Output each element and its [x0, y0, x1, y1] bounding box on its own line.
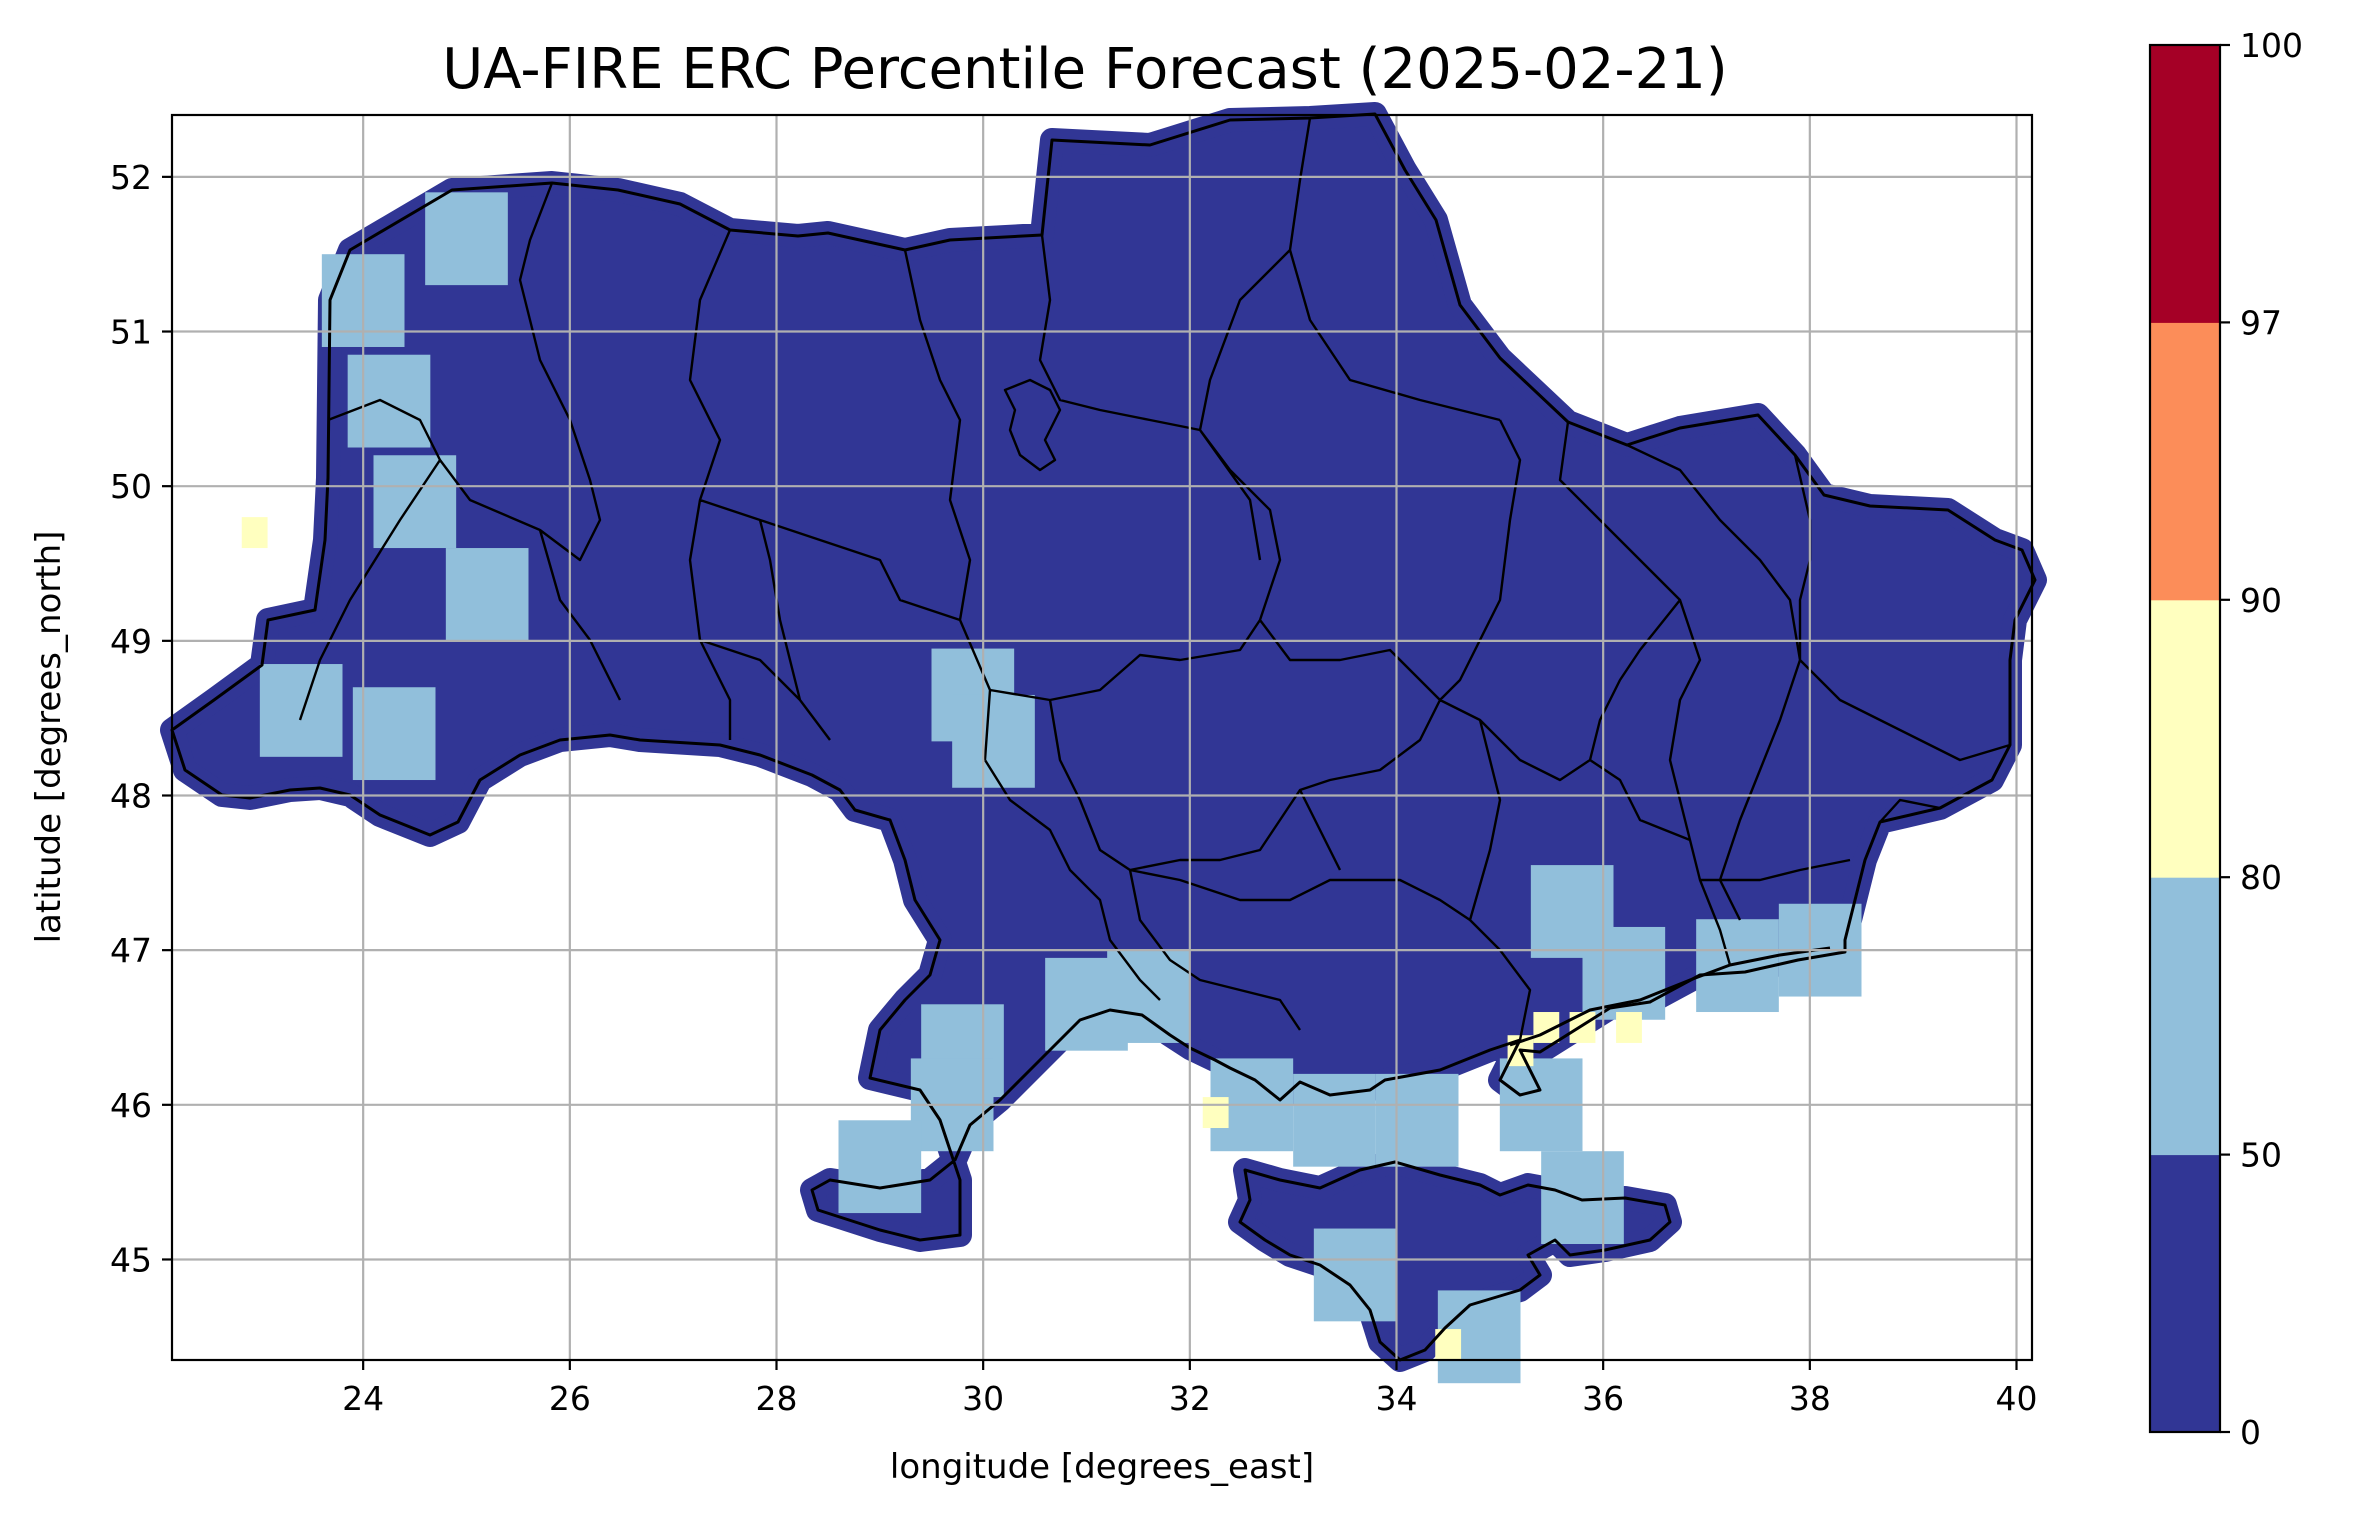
- heat-cell: [445, 548, 529, 641]
- national-border: [170, 112, 2037, 1242]
- grid-lines: [172, 115, 2032, 1360]
- colorbar-tick-label: 50: [2240, 1136, 2282, 1175]
- colorbar-segment: [2150, 322, 2220, 601]
- heat-cell: [352, 687, 436, 781]
- y-tick-label: 45: [110, 1240, 152, 1279]
- y-axis-label: latitude [degrees_north]: [29, 531, 69, 944]
- colorbar-segment: [2150, 1154, 2220, 1433]
- heat-cell: [1202, 1097, 1229, 1129]
- kyiv-city-boundary: [1003, 378, 1062, 472]
- colorbar-tick-label: 80: [2240, 858, 2282, 897]
- colorbar-segment: [2150, 45, 2220, 323]
- x-tick-label: 34: [1376, 1379, 1418, 1418]
- colorbar-tick-label: 100: [2240, 26, 2303, 65]
- heat-cell: [373, 455, 457, 549]
- y-tick-label: 49: [110, 622, 152, 661]
- colorbar-frame: [2148, 43, 2222, 1434]
- colorbar-segment: [2150, 599, 2220, 878]
- heatmap-layer: [160, 102, 2047, 1384]
- colorbar-segment: [2150, 877, 2220, 1156]
- map-layer: [170, 112, 2037, 1362]
- x-axis-ticks: 24 26 28 30 32 34 36 38 40: [342, 1360, 2038, 1418]
- heat-cell: [1293, 1073, 1376, 1167]
- colorbar: 0 50 80 90 97 100: [2148, 26, 2303, 1452]
- heat-cell: [259, 664, 343, 757]
- colorbar-tick-label: 90: [2240, 581, 2282, 620]
- oblast-boundaries: [298, 117, 2011, 1041]
- x-tick-label: 24: [342, 1379, 384, 1418]
- y-axis-ticks: 45 46 47 48 49 50 51 52: [110, 158, 172, 1279]
- heat-cell: [1313, 1228, 1397, 1322]
- heat-cell: [1696, 919, 1779, 1013]
- x-tick-label: 30: [962, 1379, 1004, 1418]
- azov-coast: [1509, 946, 1831, 1047]
- heat-cell: [1616, 1012, 1642, 1043]
- heat-cell: [1530, 865, 1614, 958]
- x-tick-label: 38: [1789, 1379, 1831, 1418]
- y-tick-label: 52: [110, 158, 152, 197]
- x-axis-label: longitude [degrees_east]: [890, 1447, 1314, 1487]
- colorbar-tick-label: 97: [2240, 303, 2282, 342]
- heat-cell: [838, 1120, 922, 1214]
- plot-frame: [170, 113, 2034, 1362]
- y-tick-label: 47: [110, 931, 152, 970]
- x-tick-label: 32: [1169, 1379, 1211, 1418]
- x-tick-label: 40: [1996, 1379, 2038, 1418]
- colorbar-tick-label: 0: [2240, 1413, 2261, 1452]
- x-tick-label: 36: [1582, 1379, 1624, 1418]
- chart-title: UA-FIRE ERC Percentile Forecast (2025-02…: [442, 37, 1727, 102]
- x-tick-label: 26: [549, 1379, 591, 1418]
- crimea-border: [1238, 1160, 1672, 1362]
- heat-cell: [241, 517, 268, 549]
- y-tick-label: 48: [110, 776, 152, 815]
- y-tick-label: 46: [110, 1086, 152, 1125]
- heat-cell: [1107, 950, 1190, 1043]
- heat-cell: [425, 192, 508, 286]
- heat-cell: [1375, 1073, 1459, 1167]
- x-tick-label: 28: [756, 1379, 798, 1418]
- y-tick-label: 51: [110, 313, 152, 352]
- heat-cell: [347, 354, 431, 448]
- y-tick-label: 50: [110, 467, 152, 506]
